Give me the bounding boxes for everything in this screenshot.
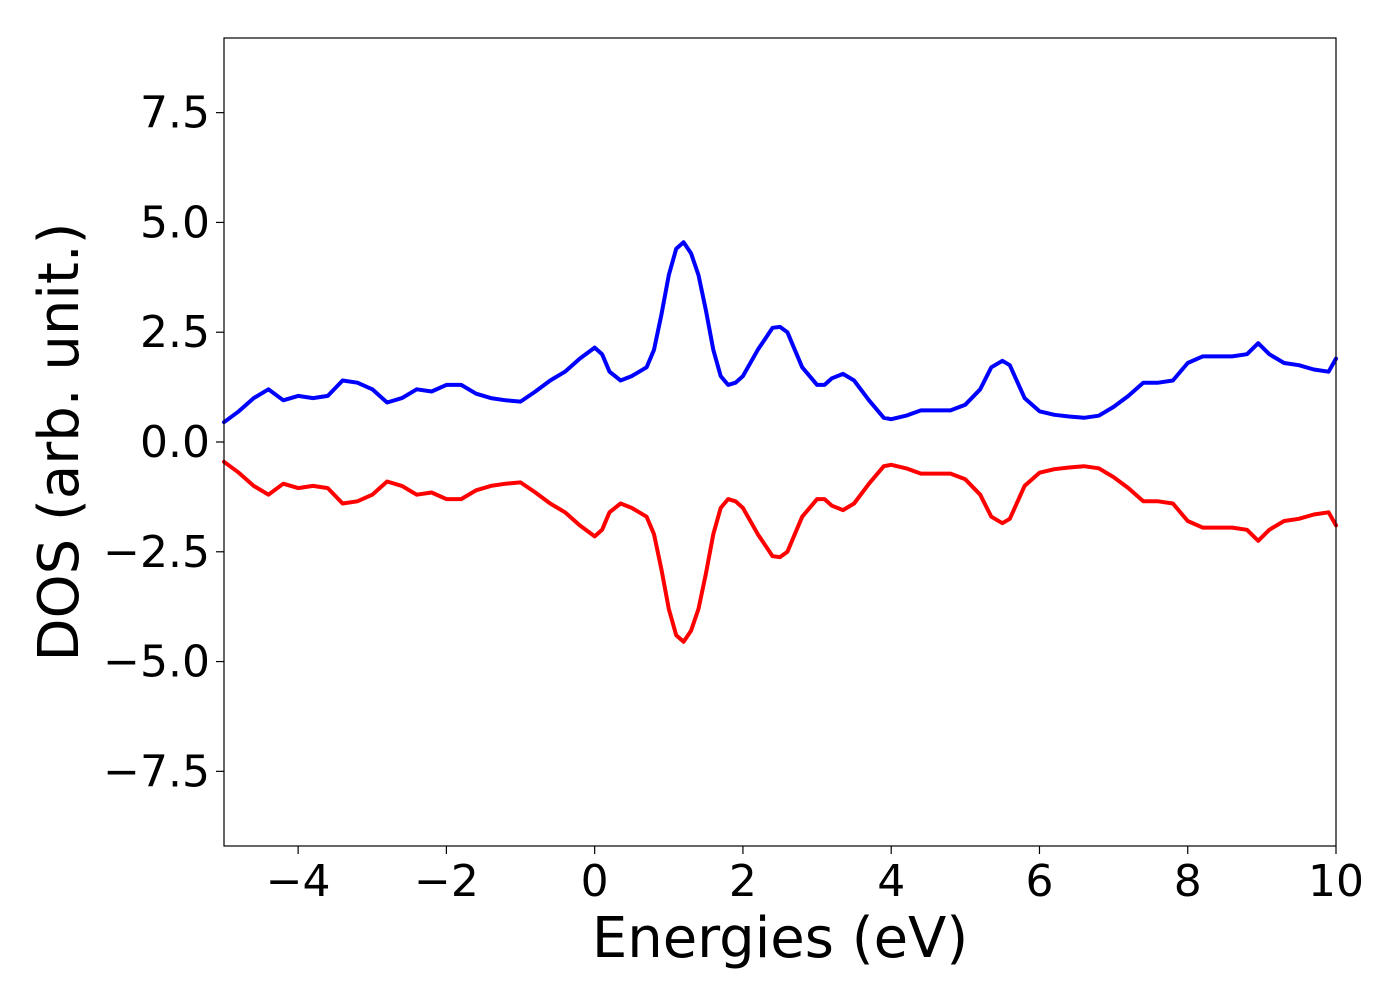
series-layer (222, 240, 1338, 644)
series-line-spin-down (222, 459, 1338, 644)
series-line-spin-up (222, 240, 1338, 425)
y-axis-ticks: 7.5 5.0 2.5 0.0 −2.5 −5.0 −7.5 (103, 88, 224, 797)
y-tick-label: 2.5 (140, 307, 210, 358)
y-axis-title: DOS (arb. unit.) (27, 222, 92, 661)
x-axis-title: Energies (eV) (592, 906, 968, 971)
x-axis-ticks: −4 −2 0 2 4 6 8 10 (266, 846, 1364, 907)
x-tick-label: −2 (414, 856, 479, 907)
y-tick-label: 7.5 (140, 88, 210, 139)
x-tick-label: 8 (1174, 856, 1202, 907)
x-tick-label: −4 (266, 856, 331, 907)
y-tick-label: −5.0 (103, 637, 210, 688)
x-tick-label: 10 (1308, 856, 1364, 907)
y-tick-label: 0.0 (140, 417, 210, 468)
x-tick-label: 2 (729, 856, 757, 907)
y-tick-label: −2.5 (103, 527, 210, 578)
x-tick-label: 6 (1025, 856, 1053, 907)
y-tick-label: 5.0 (140, 197, 210, 248)
x-tick-label: 0 (581, 856, 609, 907)
y-tick-label: −7.5 (103, 746, 210, 797)
x-tick-label: 4 (877, 856, 905, 907)
